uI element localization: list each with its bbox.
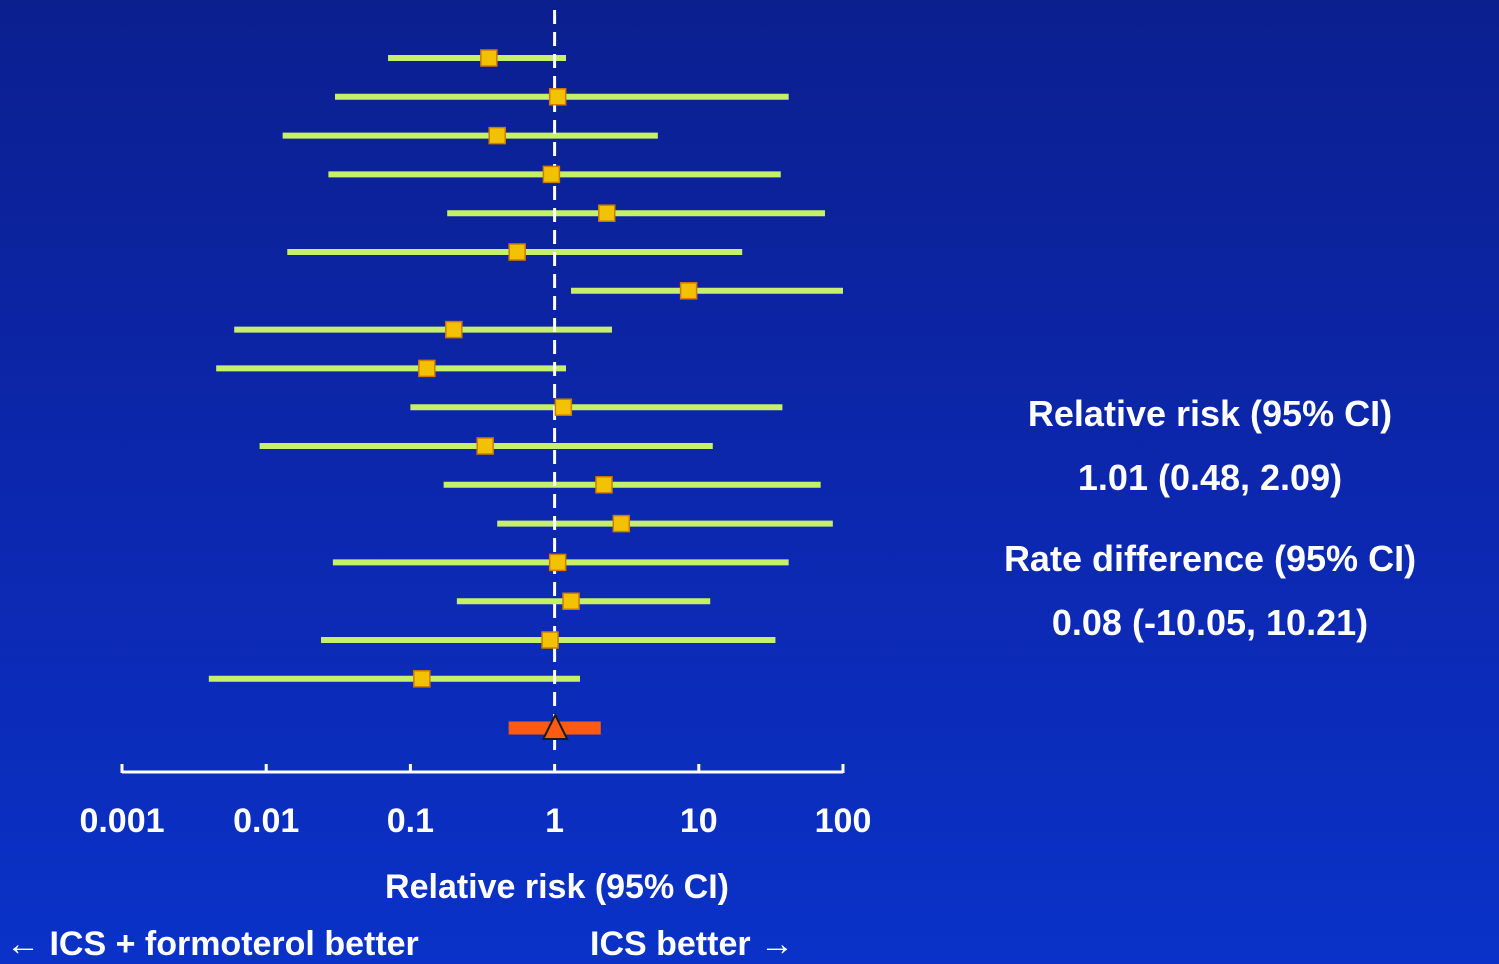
pooled-estimate [508,712,601,740]
study-point-estimate [548,88,567,106]
study-point-estimate [598,204,616,222]
study-point-estimate [476,437,494,455]
rate-difference-heading: Rate difference (95% CI) [1003,538,1417,579]
study-point-estimate [562,592,580,610]
study-point-estimate [548,553,567,572]
study-point-estimate [595,476,613,494]
confidence-intervals [208,55,843,682]
study-point-estimate [488,126,506,145]
x-axis-title: Relative risk (95% CI) [385,868,729,906]
x-tick-label: 1 [545,802,564,840]
rate-difference-value: 0.08 (-10.05, 10.21) [1051,602,1369,643]
study-point-estimate [508,243,526,261]
favours-left-label: ← ICS + formoterol better [6,925,419,963]
x-tick-label: 100 [815,802,872,840]
study-point-estimate [554,398,573,416]
x-tick-label: 0.1 [387,802,434,840]
study-point-estimate [418,359,436,378]
relative-risk-summary: Relative risk (95% CI) 1.01 (0.48, 2.09) [930,396,1490,496]
study-point-estimate [541,631,559,649]
study-point-estimate [679,282,698,300]
study-point-estimate [612,514,631,533]
study-point-estimate [413,670,431,688]
x-tick-label: 0.001 [79,802,164,840]
study-point-estimate [542,165,561,184]
study-point-estimate [445,320,463,339]
rate-difference-summary: Rate difference (95% CI) 0.08 (-10.05, 1… [930,541,1490,641]
study-markers [413,49,698,688]
relative-risk-value: 1.01 (0.48, 2.09) [1077,457,1343,498]
pooled-triangle-marker [541,712,569,740]
x-tick-label: 10 [680,802,718,840]
relative-risk-heading: Relative risk (95% CI) [1027,393,1393,434]
study-point-estimate [480,49,498,67]
favours-right-label: ICS better → [590,925,794,963]
x-tick-label: 0.01 [233,802,299,840]
x-axis-ticks: 0.001 0.01 0.1 1 10 100 [79,764,871,840]
